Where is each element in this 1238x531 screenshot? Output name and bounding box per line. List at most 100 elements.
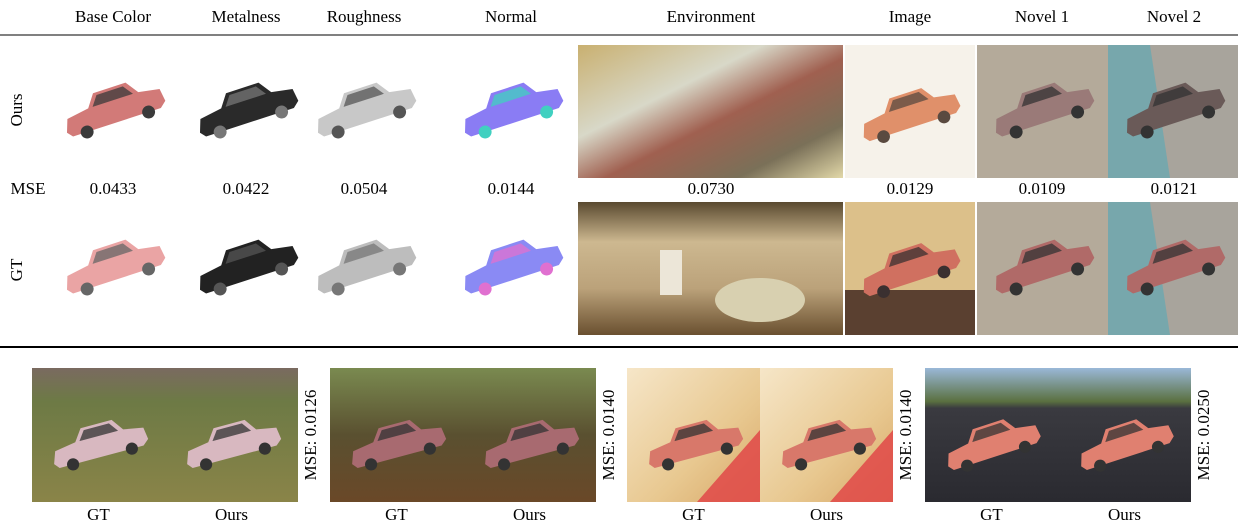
car	[863, 88, 961, 143]
mse-value: 0.0109	[1019, 179, 1066, 198]
car-wheel	[80, 282, 94, 296]
car-wheel	[423, 442, 436, 455]
car-wheel	[142, 105, 156, 119]
car-wheel	[662, 458, 675, 471]
car-wheel	[80, 125, 94, 139]
red-panel	[697, 430, 760, 502]
car-wheel	[275, 105, 289, 119]
column-header: Base Color	[75, 7, 151, 26]
car-window	[490, 243, 531, 264]
car-body	[995, 82, 1095, 137]
car-wheel	[877, 285, 890, 298]
car-window	[343, 243, 384, 264]
car	[995, 82, 1095, 139]
car-wheel	[1071, 262, 1085, 276]
car-window	[510, 423, 550, 442]
car-wheel	[937, 110, 951, 124]
car-body	[485, 419, 580, 469]
column-header: Metalness	[212, 7, 281, 26]
car-wheel	[213, 282, 227, 296]
teal-strip	[1108, 202, 1170, 335]
car	[649, 419, 744, 471]
car	[863, 243, 961, 298]
floor	[845, 290, 975, 335]
car	[317, 239, 417, 296]
car	[1126, 239, 1226, 296]
car-wheel	[1009, 125, 1023, 139]
mse-value: 0.0504	[341, 179, 388, 198]
column-header: Roughness	[327, 7, 402, 26]
car-wheel	[67, 458, 80, 471]
car-body	[948, 419, 1041, 471]
caption: GT	[980, 505, 1003, 524]
car-wheel	[556, 442, 569, 455]
car-wheel	[1094, 459, 1107, 472]
car-wheel	[1071, 105, 1085, 119]
car-wheel	[540, 105, 554, 119]
car-window	[1021, 86, 1062, 107]
car-body	[995, 239, 1095, 294]
car	[464, 82, 564, 139]
car	[317, 82, 417, 139]
car-wheel	[498, 458, 511, 471]
car-wheel	[393, 262, 407, 276]
mse-value: 0.0129	[887, 179, 934, 198]
car-wheel	[1009, 282, 1023, 296]
car-wheel	[478, 125, 492, 139]
car-window	[1021, 243, 1062, 264]
car-body	[782, 419, 877, 469]
car-window	[92, 243, 133, 264]
column-header: Novel 2	[1147, 7, 1201, 26]
car-wheel	[275, 262, 289, 276]
caption: Ours	[513, 505, 546, 524]
car-wheel	[1202, 262, 1216, 276]
car-wheel	[853, 442, 866, 455]
caption: GT	[87, 505, 110, 524]
car	[54, 419, 149, 471]
mse-value: 0.0144	[488, 179, 535, 198]
car-window	[1152, 243, 1193, 264]
car-wheel	[478, 282, 492, 296]
car-body	[649, 419, 744, 469]
car-wheel	[1140, 282, 1154, 296]
car-body	[199, 82, 299, 137]
car-body	[1081, 419, 1174, 471]
car-body	[863, 243, 961, 297]
environment-map	[578, 202, 843, 335]
column-header: Image	[889, 7, 931, 26]
car-body	[317, 82, 417, 137]
caption: Ours	[215, 505, 248, 524]
car-wheel	[540, 262, 554, 276]
car-wheel	[258, 442, 271, 455]
car	[187, 419, 282, 471]
car-wheel	[961, 459, 974, 472]
car-wheel	[213, 125, 227, 139]
car-window	[79, 423, 119, 442]
env-detail	[715, 278, 805, 322]
car	[782, 419, 877, 471]
car-body	[199, 239, 299, 294]
mse-label: MSE: 0.0126	[301, 390, 320, 481]
car-wheel	[720, 442, 733, 455]
car-window	[1152, 86, 1193, 107]
car-wheel	[937, 265, 951, 279]
car-window	[674, 423, 714, 442]
teal-strip	[1108, 45, 1170, 178]
car-wheel	[1202, 105, 1216, 119]
car-wheel	[795, 458, 808, 471]
car-body	[66, 82, 166, 137]
mse-value: 0.0433	[90, 179, 137, 198]
mse-value: 0.0121	[1151, 179, 1198, 198]
car-body	[54, 419, 149, 469]
car-wheel	[393, 105, 407, 119]
car-body	[1126, 239, 1226, 294]
car-window	[343, 86, 384, 107]
env-detail	[660, 250, 682, 295]
car	[66, 82, 166, 139]
car	[464, 239, 564, 296]
car-body	[464, 239, 564, 294]
car	[1126, 82, 1226, 139]
car-window	[212, 423, 252, 442]
environment-map	[578, 45, 843, 178]
car-body	[66, 239, 166, 294]
